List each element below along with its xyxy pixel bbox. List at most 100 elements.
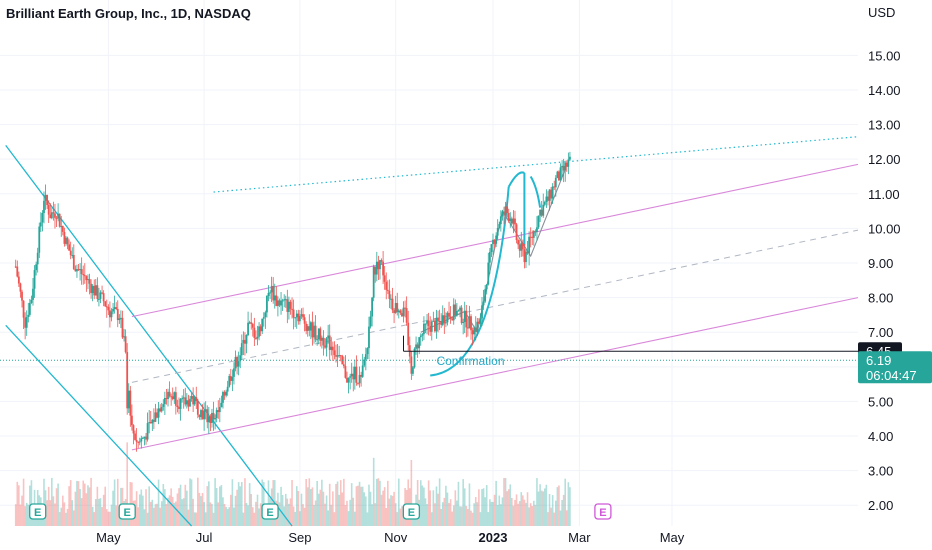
candle-body [441, 315, 444, 325]
time-axis[interactable]: May Jul Sep Nov 2023 Mar May [96, 530, 685, 545]
candle-body [154, 412, 157, 422]
volume-bar [25, 502, 28, 526]
candle-body [255, 337, 257, 339]
candle-body [492, 239, 494, 245]
price-tick-label: 2.00 [868, 498, 893, 513]
earnings-marker[interactable] [261, 503, 279, 520]
candle-body [159, 408, 162, 412]
candle-body [405, 308, 408, 323]
candle-body [520, 243, 523, 251]
earnings-marker[interactable] [29, 503, 47, 520]
volume-bar [253, 512, 256, 526]
candle-body [196, 401, 199, 415]
volume-bar [308, 478, 311, 526]
volume-bar [339, 480, 342, 526]
candle-body [317, 328, 320, 340]
volume-bar [217, 502, 220, 526]
candle-body [134, 433, 136, 440]
volume-bar [157, 479, 160, 526]
volume-bar [58, 512, 61, 526]
candle-body [465, 310, 468, 328]
dotted-resistance-line[interactable] [213, 136, 859, 193]
volume-bar [258, 508, 260, 526]
price-axis[interactable]: USD 15.00 14.00 13.00 12.00 11.00 10.00 9.00 8.0… [858, 0, 932, 550]
volume-bar [306, 487, 309, 526]
cup-arc[interactable] [430, 186, 510, 377]
candle-body [105, 306, 108, 308]
volume-bar [528, 507, 530, 526]
candle-body [209, 416, 212, 423]
arc-right[interactable] [529, 175, 542, 208]
candle-body [206, 409, 209, 423]
volume-bar [168, 495, 171, 526]
volume-bars [14, 442, 571, 526]
candle-body [63, 231, 66, 244]
volume-bar [365, 496, 367, 526]
volume-bar [223, 503, 226, 526]
earnings-marker[interactable] [594, 503, 612, 520]
volume-bar [198, 492, 201, 526]
volume-bar [226, 509, 229, 526]
volume-bar [145, 489, 147, 526]
candle-body [138, 441, 141, 443]
volume-bar [363, 492, 366, 526]
volume-bar [137, 507, 139, 526]
candle-body [394, 303, 397, 314]
candle-body [564, 162, 567, 171]
candle-body [157, 408, 160, 418]
volume-bar [18, 485, 20, 526]
volume-bar [454, 490, 457, 526]
candle-body [396, 303, 399, 313]
candle-body [141, 437, 144, 439]
candle-body [430, 321, 433, 332]
candle-body [556, 171, 559, 178]
earnings-marker[interactable] [118, 503, 136, 520]
volume-bar [492, 501, 494, 526]
volume-bar [426, 504, 428, 526]
candle-body [220, 402, 223, 407]
candle-body [112, 308, 114, 312]
candle-body [528, 236, 531, 254]
volume-bar [553, 512, 556, 526]
volume-bar [175, 501, 177, 526]
volume-bar [101, 507, 103, 526]
candle-body [35, 264, 38, 271]
grid-lines [0, 0, 858, 526]
candle-body [495, 235, 498, 244]
volume-bar [148, 486, 150, 526]
volume-bar [511, 497, 513, 526]
volume-bar [446, 492, 449, 526]
candle-body [435, 317, 438, 332]
candle-body [358, 374, 361, 384]
volume-bar [200, 496, 202, 526]
candle-body [109, 310, 111, 318]
candle-body [283, 299, 286, 301]
candle-body [115, 307, 118, 310]
candle-body [167, 391, 169, 400]
volume-bar [140, 489, 143, 526]
candle-body [234, 356, 237, 369]
candle-body [52, 212, 55, 214]
candle-body [36, 252, 39, 265]
candle-body [98, 298, 100, 300]
volume-bar [107, 511, 110, 526]
candle-body [207, 416, 210, 423]
volume-bar [382, 490, 384, 526]
descending-channel-lower[interactable] [5, 324, 193, 527]
candle-body [548, 189, 551, 201]
candle-body [156, 412, 158, 418]
candle-body [88, 279, 91, 284]
ascending-channel-median[interactable] [131, 229, 859, 383]
ascending-channel-lower[interactable] [131, 297, 859, 451]
candle-body [559, 167, 562, 181]
arc-top[interactable] [507, 171, 525, 188]
volume-bar [91, 506, 94, 526]
volume-bar [267, 480, 270, 526]
earnings-marker[interactable] [402, 503, 421, 520]
volume-bar [383, 487, 386, 526]
volume-bar [149, 501, 152, 526]
candle-body [539, 209, 541, 216]
earnings-marker-label: E [408, 507, 415, 519]
